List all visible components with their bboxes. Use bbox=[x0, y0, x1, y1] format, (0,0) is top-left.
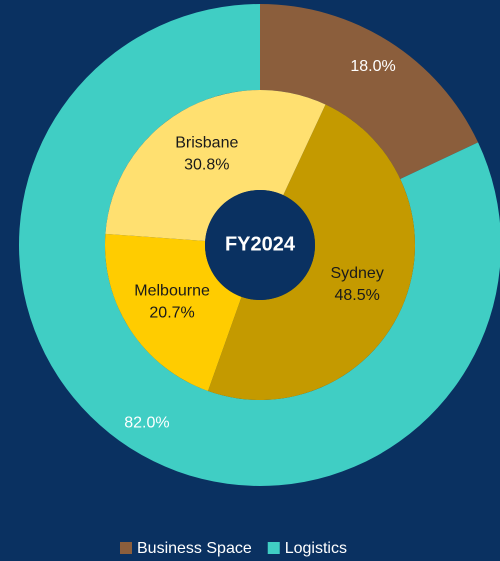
slice-value-label: 82.0% bbox=[124, 414, 169, 431]
legend-label: Business Space bbox=[137, 540, 252, 557]
slice-value-label: 18.0% bbox=[350, 58, 395, 75]
donut-slice bbox=[19, 4, 500, 486]
donut-slice bbox=[260, 4, 479, 180]
slice-name-label: Brisbane bbox=[175, 135, 238, 152]
donut-slice bbox=[105, 233, 242, 392]
slice-name-label: Melbourne bbox=[134, 283, 210, 300]
donut-slice bbox=[208, 104, 415, 400]
legend-swatch bbox=[267, 542, 280, 554]
slice-value-label: 20.7% bbox=[149, 305, 194, 322]
slice-name-label: Sydney bbox=[330, 265, 383, 282]
donut-slice bbox=[105, 90, 326, 242]
legend-swatch bbox=[120, 542, 132, 554]
center-label: FY2024 bbox=[225, 233, 296, 255]
center-hole bbox=[205, 190, 315, 300]
slice-value-label: 30.8% bbox=[184, 157, 229, 174]
slice-value-label: 48.5% bbox=[334, 287, 379, 304]
legend-label: Logistics bbox=[285, 540, 347, 557]
